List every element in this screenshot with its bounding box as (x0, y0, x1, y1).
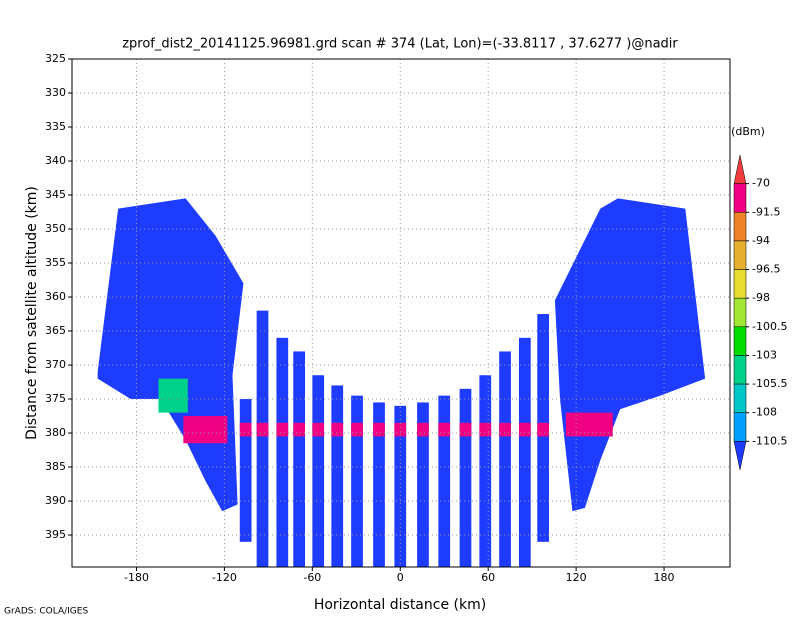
y-tick-label: 325 (45, 52, 66, 65)
x-tick-label: 120 (566, 571, 587, 584)
y-tick-label: 375 (45, 392, 66, 405)
colorbar-label: -100.5 (752, 320, 787, 333)
y-tick-label: 350 (45, 222, 66, 235)
colorbar-label: -98 (752, 291, 770, 304)
surface-echo (351, 422, 363, 437)
y-tick-label: 365 (45, 324, 66, 337)
colorbar-swatch (733, 154, 747, 184)
echo-patch (565, 412, 613, 437)
x-tick-label: 60 (481, 571, 495, 584)
surface-echo (537, 422, 550, 437)
surface-echo (438, 422, 451, 437)
beam (256, 310, 269, 567)
beam (312, 375, 325, 567)
surface-echo (239, 422, 252, 437)
echo-patch (183, 416, 228, 444)
x-tick-label: 180 (654, 571, 675, 584)
beam (373, 402, 385, 567)
x-tick-label: -60 (303, 571, 321, 584)
plot-frame (71, 58, 731, 568)
x-axis-label: Horizontal distance (km) (314, 597, 486, 613)
y-tick-label: 390 (45, 494, 66, 507)
colorbar-swatch (733, 212, 747, 242)
surface-echo (499, 422, 511, 437)
beam (499, 351, 511, 567)
surface-echo (518, 422, 531, 437)
colorbar-swatch (733, 240, 747, 270)
colorbar-label: -96.5 (752, 263, 780, 276)
colorbar-label: -110.5 (752, 434, 787, 447)
y-tick-label: 385 (45, 460, 66, 473)
surface-echo (256, 422, 269, 437)
colorbar-label: -94 (752, 234, 770, 247)
colorbar-swatch (733, 183, 747, 213)
axes: -180 -120 -60 0 60 120 180 325 330 335 340 345 350 35… (45, 52, 787, 584)
beam (459, 388, 472, 567)
colorbar-label: -70 (752, 177, 770, 190)
colorbar-swatch (733, 297, 747, 328)
beam (293, 351, 306, 567)
colorbar-label: -108 (752, 406, 777, 419)
surface-echo (417, 422, 429, 437)
chart-title: zprof_dist2_20141125.96981.grd scan # 37… (122, 37, 678, 52)
echo-region (97, 198, 244, 512)
colorbar-swatch (733, 441, 747, 471)
colorbar-swatch (733, 412, 747, 442)
colorbar-unit: (dBm) (731, 125, 765, 138)
beam (351, 395, 363, 567)
colorbar-label: -105.5 (752, 377, 787, 390)
beam (518, 337, 531, 567)
y-tick-label: 370 (45, 358, 66, 371)
y-tick-label: 340 (45, 154, 66, 167)
field (97, 198, 706, 567)
beam (239, 399, 252, 542)
surface-echo (373, 422, 385, 437)
surface-echo (276, 422, 289, 437)
surface-echo (331, 422, 344, 437)
colorbar-label: -91.5 (752, 205, 780, 218)
colorbar-label: -103 (752, 348, 777, 361)
beam (438, 395, 451, 567)
y-tick-label: 360 (45, 290, 66, 303)
beam (479, 375, 492, 567)
beam (417, 402, 429, 567)
y-axis-label: Distance from satellite altitude (km) (24, 186, 40, 440)
x-tick-label: -180 (124, 571, 149, 584)
beam (331, 385, 344, 567)
y-tick-label: 330 (45, 86, 66, 99)
y-tick-label: 335 (45, 120, 66, 133)
beam (394, 405, 407, 567)
footer: GrADS: COLA/IGES (4, 607, 88, 617)
x-tick-label: 0 (397, 571, 404, 584)
surface-echo (459, 422, 472, 437)
colorbar-swatch (733, 355, 747, 385)
y-tick-label: 380 (45, 426, 66, 439)
echo-patch (158, 378, 188, 413)
x-tick-label: -120 (212, 571, 237, 584)
echo-region (554, 198, 706, 512)
colorbar-swatch (733, 269, 747, 299)
surface-echo (293, 422, 306, 437)
colorbar-swatch (733, 383, 747, 413)
colorbar-swatch (733, 326, 747, 356)
y-tick-label: 345 (45, 188, 66, 201)
y-tick-label: 395 (45, 528, 66, 541)
y-tick-label: 355 (45, 256, 66, 269)
surface-echo (479, 422, 492, 437)
surface-echo (394, 422, 407, 437)
beam (276, 337, 289, 567)
surface-echo (312, 422, 325, 437)
